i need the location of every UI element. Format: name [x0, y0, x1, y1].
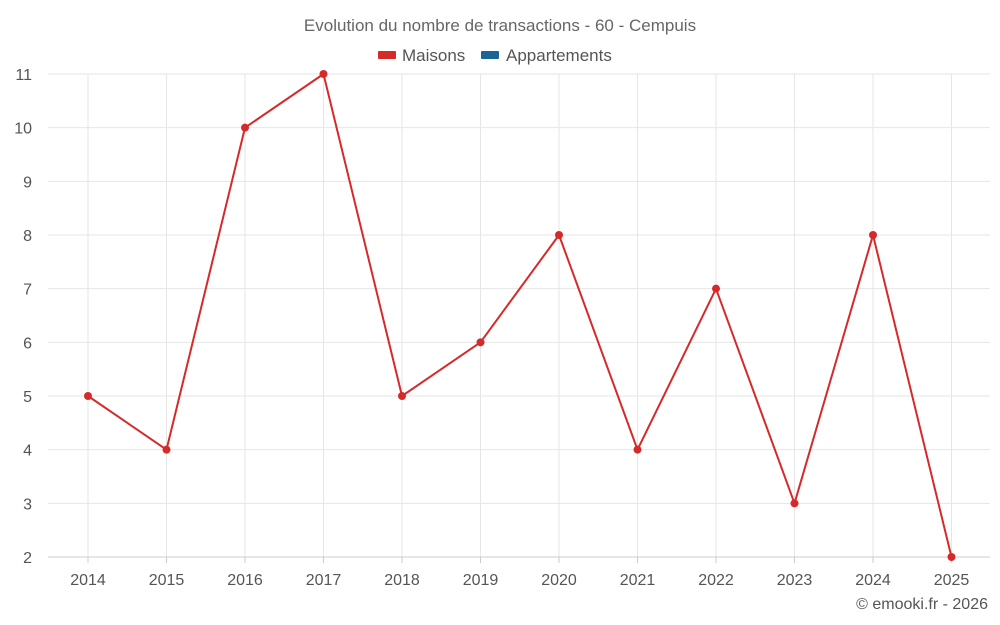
x-tick-label: 2023: [777, 572, 813, 589]
legend-swatch-maisons: [378, 51, 396, 59]
x-tick-label: 2016: [227, 572, 263, 589]
series-maisons: [84, 70, 956, 561]
legend: Maisons Appartements: [378, 46, 612, 65]
data-point-2021[interactable]: [633, 445, 642, 454]
data-point-2025[interactable]: [947, 553, 956, 561]
x-tick-label: 2017: [306, 572, 342, 589]
data-point-2023[interactable]: [790, 499, 799, 508]
x-tick-label: 2014: [70, 572, 106, 589]
data-point-2024[interactable]: [869, 231, 877, 239]
x-tick-label: 2015: [149, 572, 185, 589]
legend-label-appartements: Appartements: [506, 46, 612, 65]
x-tick-label: 2025: [934, 572, 970, 589]
axes: [48, 556, 990, 563]
y-tick-label: 8: [23, 228, 32, 245]
legend-item-appartements[interactable]: Appartements: [481, 46, 612, 65]
chart-title: Evolution du nombre de transactions - 60…: [304, 16, 696, 35]
x-axis-ticks: 2014 2015 2016 2017 2018 2019 2020 2021 2022 2023…: [70, 572, 969, 589]
series-line-maisons: [87, 73, 953, 558]
data-point-2016[interactable]: [241, 123, 249, 132]
y-tick-label: 11: [15, 67, 32, 84]
y-tick-label: 10: [14, 121, 32, 138]
y-tick-label: 2: [23, 550, 32, 567]
data-point-2015[interactable]: [162, 445, 171, 454]
x-tick-label: 2019: [463, 572, 499, 589]
x-tick-label: 2021: [620, 572, 656, 589]
x-tick-label: 2018: [384, 572, 420, 589]
data-point-2020[interactable]: [555, 231, 563, 239]
credit-text: © emooki.fr - 2026: [856, 596, 988, 613]
x-tick-label: 2024: [855, 572, 891, 589]
data-point-2014[interactable]: [84, 392, 92, 400]
y-tick-label: 4: [23, 443, 32, 460]
data-point-2022[interactable]: [712, 284, 720, 293]
y-tick-label: 5: [23, 389, 32, 406]
legend-label-maisons: Maisons: [402, 46, 465, 65]
data-point-2017[interactable]: [319, 70, 328, 78]
legend-swatch-appartements: [481, 51, 499, 59]
data-point-2018[interactable]: [398, 392, 406, 400]
data-point-2019[interactable]: [476, 338, 485, 347]
legend-item-maisons[interactable]: Maisons: [378, 46, 465, 65]
y-axis-ticks: 2 3 4 5 6 7 8 9 10 11: [14, 67, 32, 567]
y-tick-label: 9: [23, 174, 32, 191]
x-tick-label: 2022: [698, 572, 734, 589]
y-tick-label: 7: [23, 282, 32, 299]
x-tick-label: 2020: [541, 572, 577, 589]
y-tick-label: 6: [23, 335, 32, 352]
y-tick-label: 3: [23, 496, 32, 513]
